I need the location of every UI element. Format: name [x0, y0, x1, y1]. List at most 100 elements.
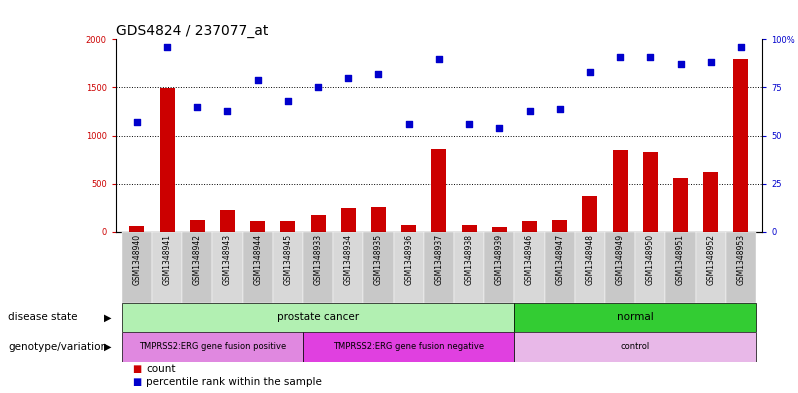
Bar: [122, 332, 303, 362]
Text: GSM1348952: GSM1348952: [706, 234, 715, 285]
Point: [402, 121, 415, 127]
Bar: [303, 232, 334, 303]
Text: ■: ■: [132, 377, 141, 387]
Bar: [492, 227, 507, 232]
Text: GSM1348942: GSM1348942: [193, 234, 202, 285]
Text: prostate cancer: prostate cancer: [277, 312, 359, 322]
Text: GSM1348949: GSM1348949: [615, 234, 625, 285]
Point: [221, 107, 234, 114]
Bar: [424, 232, 454, 303]
Point: [735, 44, 748, 50]
Point: [614, 53, 626, 60]
Bar: [122, 232, 152, 303]
Bar: [635, 232, 666, 303]
Bar: [522, 221, 537, 232]
Point: [130, 119, 143, 125]
Bar: [341, 208, 356, 232]
Text: ▶: ▶: [105, 312, 112, 322]
Bar: [303, 332, 515, 362]
Bar: [129, 226, 144, 232]
Text: GSM1348940: GSM1348940: [132, 234, 141, 285]
Bar: [243, 232, 273, 303]
Text: GSM1348946: GSM1348946: [525, 234, 534, 285]
Text: GSM1348937: GSM1348937: [434, 234, 444, 285]
Point: [251, 77, 264, 83]
Bar: [703, 172, 718, 232]
Point: [312, 84, 325, 90]
Text: GSM1348951: GSM1348951: [676, 234, 685, 285]
Bar: [642, 152, 658, 232]
Bar: [432, 149, 446, 232]
Bar: [393, 232, 424, 303]
Text: GDS4824 / 237077_at: GDS4824 / 237077_at: [116, 24, 268, 38]
Text: TMPRSS2:ERG gene fusion negative: TMPRSS2:ERG gene fusion negative: [333, 342, 484, 351]
Text: GSM1348934: GSM1348934: [344, 234, 353, 285]
Text: ▶: ▶: [105, 342, 112, 352]
Point: [191, 103, 203, 110]
Bar: [484, 232, 515, 303]
Bar: [122, 303, 515, 332]
Text: GSM1348947: GSM1348947: [555, 234, 564, 285]
Point: [674, 61, 687, 68]
Point: [523, 107, 536, 114]
Bar: [190, 220, 205, 232]
Bar: [544, 232, 575, 303]
Point: [433, 55, 445, 62]
Text: GSM1348948: GSM1348948: [586, 234, 595, 285]
Text: GSM1348945: GSM1348945: [283, 234, 292, 285]
Point: [705, 59, 717, 66]
Bar: [613, 150, 628, 232]
Text: GSM1348935: GSM1348935: [374, 234, 383, 285]
Text: percentile rank within the sample: percentile rank within the sample: [146, 377, 322, 387]
Text: GSM1348933: GSM1348933: [314, 234, 322, 285]
Text: control: control: [621, 342, 650, 351]
Text: GSM1348944: GSM1348944: [253, 234, 263, 285]
Bar: [673, 178, 688, 232]
Bar: [401, 225, 417, 232]
Bar: [273, 232, 303, 303]
Bar: [152, 232, 182, 303]
Point: [583, 69, 596, 75]
Point: [282, 98, 294, 104]
Bar: [575, 232, 605, 303]
Text: ■: ■: [132, 364, 141, 374]
Bar: [552, 220, 567, 232]
Point: [372, 71, 385, 77]
Text: disease state: disease state: [8, 312, 77, 322]
Text: GSM1348943: GSM1348943: [223, 234, 232, 285]
Bar: [733, 59, 749, 232]
Bar: [696, 232, 726, 303]
Bar: [515, 232, 544, 303]
Bar: [220, 210, 235, 232]
Point: [342, 75, 354, 81]
Bar: [280, 221, 295, 232]
Bar: [182, 232, 212, 303]
Bar: [515, 303, 756, 332]
Bar: [371, 207, 386, 232]
Bar: [363, 232, 393, 303]
Text: GSM1348939: GSM1348939: [495, 234, 504, 285]
Text: normal: normal: [617, 312, 654, 322]
Text: GSM1348953: GSM1348953: [737, 234, 745, 285]
Bar: [310, 215, 326, 232]
Bar: [666, 232, 696, 303]
Bar: [160, 88, 175, 232]
Text: TMPRSS2:ERG gene fusion positive: TMPRSS2:ERG gene fusion positive: [139, 342, 286, 351]
Text: GSM1348938: GSM1348938: [464, 234, 473, 285]
Bar: [212, 232, 243, 303]
Bar: [454, 232, 484, 303]
Bar: [461, 225, 476, 232]
Point: [463, 121, 476, 127]
Text: count: count: [146, 364, 176, 374]
Point: [160, 44, 173, 50]
Point: [644, 53, 657, 60]
Bar: [515, 332, 756, 362]
Point: [493, 125, 506, 131]
Bar: [250, 221, 265, 232]
Bar: [605, 232, 635, 303]
Text: GSM1348941: GSM1348941: [163, 234, 172, 285]
Bar: [726, 232, 756, 303]
Point: [553, 105, 566, 112]
Bar: [334, 232, 363, 303]
Text: genotype/variation: genotype/variation: [8, 342, 107, 352]
